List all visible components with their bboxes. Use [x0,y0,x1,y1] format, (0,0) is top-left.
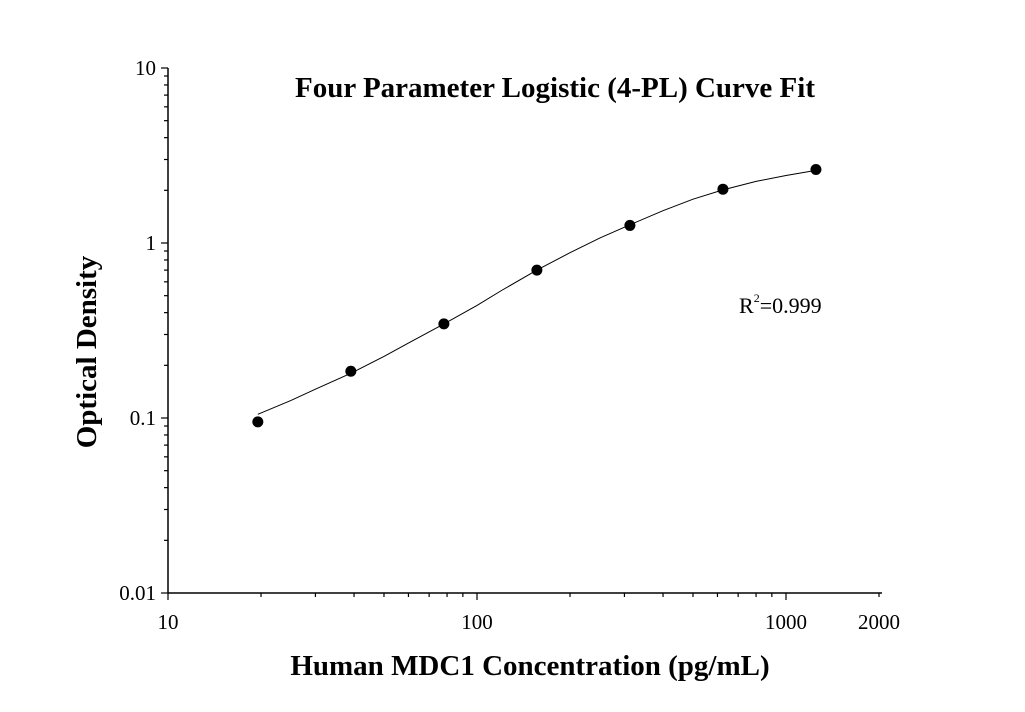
data-point [717,183,729,195]
data-points [252,164,822,428]
x-tick-label: 100 [461,610,493,634]
data-point [438,318,450,330]
data-point [345,365,357,377]
x-tick-label: 1000 [765,610,807,634]
y-axis-title: Optical Density [71,255,103,448]
fit-curve [257,169,816,415]
data-point [531,264,543,276]
data-point [252,416,264,428]
tick-labels: 10 100 1000 2000 0.01 0.1 1 10 [119,56,900,634]
r-squared-base: R [739,293,754,318]
y-tick-label: 1 [146,231,157,255]
x-tick-label: 2000 [858,610,900,634]
x-axis-title: Human MDC1 Concentration (pg/mL) [290,650,769,682]
chart-title: Four Parameter Logistic (4-PL) Curve Fit [295,72,815,104]
x-tick-label: 10 [158,610,179,634]
r-squared-superscript: 2 [754,291,760,305]
r-squared-value: =0.999 [760,293,822,318]
data-point [810,164,822,176]
y-tick-label: 0.01 [119,581,156,605]
y-tick-label: 10 [135,56,156,80]
ticks [161,67,880,600]
axes [167,68,882,594]
y-tick-label: 0.1 [130,406,156,430]
data-point [624,219,636,231]
r-squared-annotation: R2=0.999 [739,291,822,318]
